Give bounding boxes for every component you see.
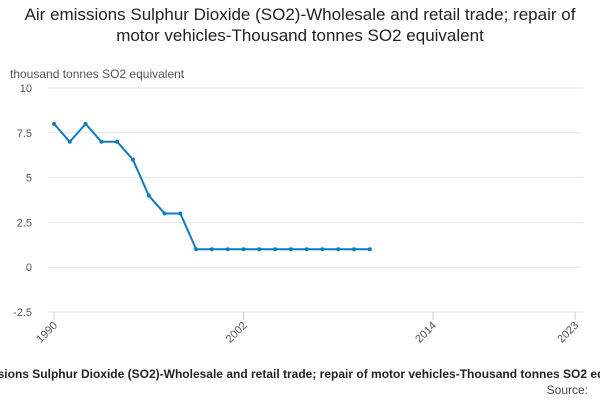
data-point — [178, 211, 183, 216]
y-tick-label: -2.5 — [13, 307, 32, 319]
x-tick-label: 2023 — [555, 320, 581, 346]
y-tick-label: 2.5 — [17, 217, 32, 229]
data-point — [162, 211, 167, 216]
title-box: Air emissions Sulphur Dioxide (SO2)-Whol… — [24, 5, 576, 45]
data-point — [367, 247, 372, 252]
y-tick-label: 5 — [26, 173, 32, 185]
data-point — [336, 247, 341, 252]
data-point — [257, 247, 262, 252]
y-tick-label: 0 — [26, 262, 32, 274]
y-tick-label: 7.5 — [17, 128, 32, 140]
x-tick-label: 1990 — [34, 320, 60, 346]
data-point — [320, 247, 325, 252]
data-point — [52, 121, 56, 126]
x-axis-label: Air emissions Sulphur Dioxide (SO2)-Whol… — [0, 367, 600, 381]
data-point — [194, 247, 199, 252]
data-point — [130, 157, 135, 162]
y-tick-label: 10 — [20, 83, 32, 95]
x-tick-label: 2002 — [224, 320, 250, 346]
data-point — [209, 247, 214, 252]
data-point — [67, 139, 72, 144]
data-point — [83, 121, 88, 126]
data-point — [352, 247, 357, 252]
data-point — [304, 247, 309, 252]
source: Source: — [547, 383, 588, 397]
data-point — [115, 139, 120, 144]
y-axis-label: thousand tonnes SO2 equivalent — [10, 67, 185, 81]
data-point — [273, 247, 278, 252]
data-point — [241, 247, 246, 252]
x-tick-label: 2014 — [413, 320, 439, 346]
data-point — [99, 139, 104, 144]
data-point — [225, 247, 230, 252]
chart-title: Air emissions Sulphur Dioxide (SO2)-Whol… — [24, 5, 576, 45]
data-point — [146, 193, 151, 198]
data-point — [288, 247, 293, 252]
